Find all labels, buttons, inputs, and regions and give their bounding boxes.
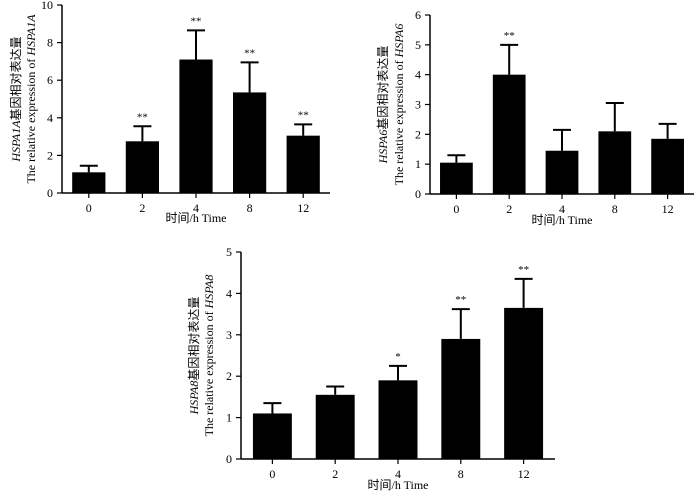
bar <box>286 135 320 193</box>
y-tick-label: 6 <box>415 8 421 22</box>
bar <box>232 92 267 193</box>
bar <box>72 172 106 193</box>
y-tick-label: 8 <box>47 36 53 50</box>
bar <box>545 150 579 194</box>
x-tick-label: 0 <box>86 201 92 215</box>
x-axis-label: 时间/h Time <box>165 211 226 225</box>
bar <box>651 138 684 194</box>
y-tick-label: 3 <box>226 328 232 342</box>
y-label-gene-italic: HSPA1A <box>24 14 38 57</box>
x-tick-label: 2 <box>506 202 512 216</box>
y-label-gene-italic: HSPA6 <box>392 24 406 59</box>
y-tick-label: 0 <box>415 187 421 201</box>
x-tick-label: 2 <box>139 201 145 215</box>
bar <box>179 59 213 193</box>
y-label-english-prefix: The relative expression of <box>24 56 38 184</box>
x-tick-label: 4 <box>559 202 565 216</box>
x-tick-label: 8 <box>458 467 464 481</box>
chart-hsp1a: 0 2 4 6 8 10 0 ** 2 ** 4 ** 8 ** 12 时间/h Time HSPA1A基因相对… <box>9 0 330 225</box>
x-tick-label: 8 <box>247 201 253 215</box>
y-label-gene-italic: HSPA6 <box>376 130 390 165</box>
y-label-gene-italic: HSPA1A <box>9 120 23 163</box>
x-tick-label: 12 <box>518 467 530 481</box>
significance-label: ** <box>455 294 466 306</box>
y-label-chinese-text: 基因相对表达量 <box>376 46 390 130</box>
y-label-english-prefix: The relative expression of <box>202 308 216 436</box>
significance-label: * <box>395 351 401 363</box>
y-tick-label: 5 <box>226 245 232 259</box>
y-axis-label-english: The relative expression of HSPA1A <box>24 14 38 184</box>
bar <box>252 413 292 459</box>
y-tick-label: 1 <box>226 411 232 425</box>
y-axis-label-chinese: HSPA1A基因相对表达量 <box>9 36 23 162</box>
x-tick-label: 4 <box>395 467 401 481</box>
y-axis-label-chinese: HSPA6基因相对表达量 <box>376 46 390 165</box>
x-tick-label: 0 <box>269 467 275 481</box>
significance-label: ** <box>191 15 202 27</box>
x-axis-label: 时间/h Time <box>367 478 428 492</box>
y-label-chinese-text: 基因相对表达量 <box>187 297 201 381</box>
significance-label: ** <box>298 109 309 121</box>
y-axis-label-chinese: HSPA8基因相对表达量 <box>187 297 201 416</box>
y-tick-label: 2 <box>415 127 421 141</box>
y-tick-label: 2 <box>226 369 232 383</box>
y-label-chinese-text: 基因相对表达量 <box>9 36 23 120</box>
y-tick-label: 4 <box>226 286 232 300</box>
y-tick-label: 4 <box>415 68 421 82</box>
bar <box>598 131 632 194</box>
x-tick-label: 4 <box>193 201 199 215</box>
y-tick-label: 3 <box>415 98 421 112</box>
y-tick-label: 6 <box>47 73 53 87</box>
y-label-english-prefix: The relative expression of <box>392 57 406 185</box>
significance-label: ** <box>504 30 515 42</box>
y-axis-label-english: The relative expression of HSPA8 <box>202 275 216 437</box>
x-axis-label: 时间/h Time <box>531 213 592 227</box>
y-tick-label: 2 <box>47 148 53 162</box>
bar <box>441 338 481 459</box>
significance-label: ** <box>244 47 255 59</box>
significance-label: ** <box>518 264 529 276</box>
bar <box>378 380 418 459</box>
y-tick-label: 0 <box>47 186 53 200</box>
x-tick-label: 0 <box>453 202 459 216</box>
x-tick-label: 12 <box>662 202 674 216</box>
y-tick-label: 1 <box>415 157 421 171</box>
y-tick-label: 10 <box>41 0 53 12</box>
significance-label: ** <box>137 111 148 123</box>
bar <box>492 74 526 194</box>
y-label-gene-italic: HSPA8 <box>187 381 201 416</box>
y-tick-label: 4 <box>47 111 53 125</box>
bar <box>315 394 355 459</box>
x-tick-label: 8 <box>612 202 618 216</box>
y-tick-label: 0 <box>226 452 232 466</box>
y-label-gene-italic: HSPA8 <box>202 275 216 310</box>
bar <box>504 307 544 459</box>
x-tick-label: 12 <box>297 201 309 215</box>
bar <box>125 141 160 193</box>
y-axis-label-english: The relative expression of HSPA6 <box>392 24 406 186</box>
bar <box>440 162 473 194</box>
y-tick-label: 5 <box>415 38 421 52</box>
x-tick-label: 2 <box>332 467 338 481</box>
